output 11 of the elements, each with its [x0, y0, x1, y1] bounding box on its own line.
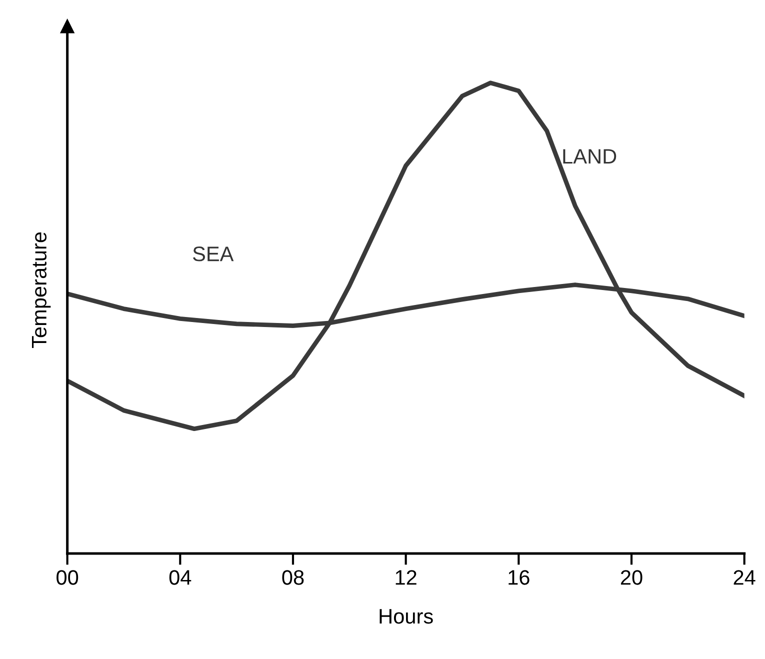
x-tick-label: 20: [620, 570, 642, 585]
x-tick-label: 16: [508, 570, 530, 585]
series-label: LAND: [563, 149, 616, 164]
x-tick-label: 12: [396, 570, 416, 585]
x-tick-label: 00: [56, 570, 78, 585]
y-axis-title: Temperature: [32, 232, 51, 348]
x-tick-label: 08: [282, 570, 304, 585]
x-axis-title: Hours: [380, 609, 433, 624]
x-tick-label: 04: [169, 570, 192, 585]
x-tick-label: 24: [734, 570, 756, 585]
text: SEA: [192, 246, 234, 262]
